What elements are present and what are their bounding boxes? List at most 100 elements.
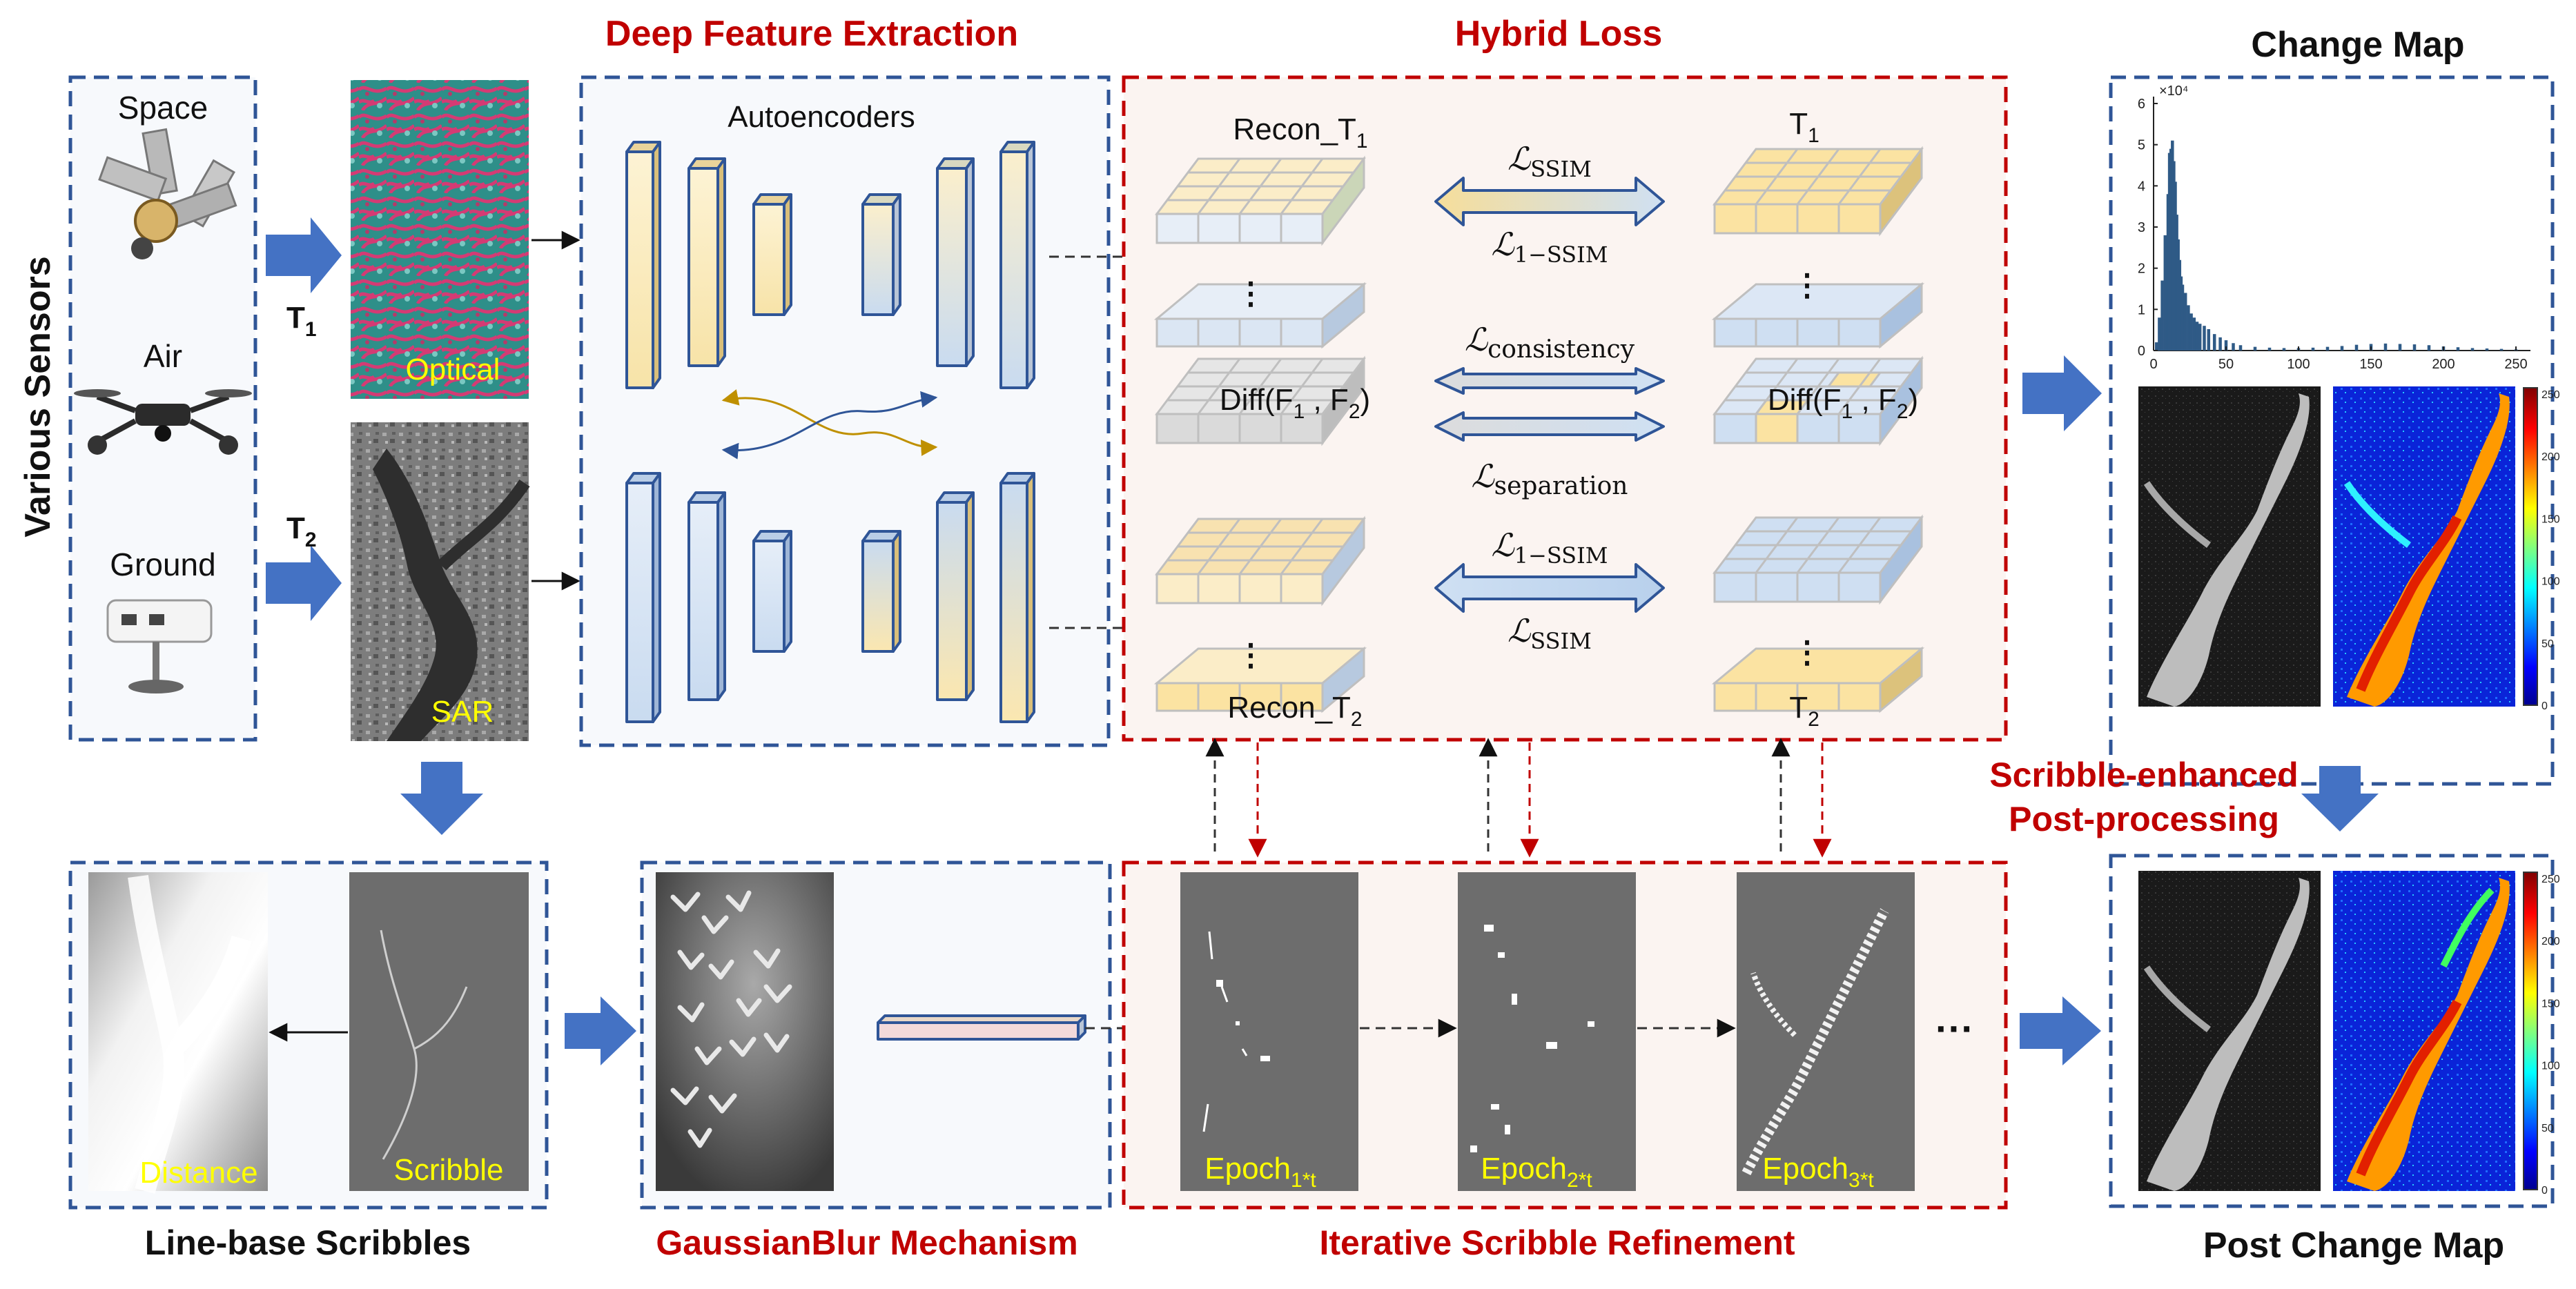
- colorbar-tick-label: 250: [2541, 389, 2560, 401]
- epoch-3-label: Epoch3*t: [1762, 1152, 1874, 1192]
- histogram-bar: [2427, 345, 2431, 351]
- consistency-arrow: [1434, 367, 1665, 395]
- loss-separation: ℒseparation: [1472, 457, 1628, 500]
- t1-label: T1: [1789, 107, 1819, 147]
- change-map-jet: [2333, 386, 2515, 707]
- colorbar-tick-label: 0: [2541, 700, 2548, 712]
- drone-icon: [74, 389, 252, 455]
- post-processing-label-2: Post-processing: [2009, 800, 2279, 838]
- histogram-y-ticks: 0 1 2 3 4 5 6: [2138, 97, 2158, 359]
- epoch-2-image: [1458, 872, 1636, 1191]
- title-line-base-scribbles: Line-base Scribbles: [145, 1223, 471, 1262]
- histogram-x-tick-label: 0: [2149, 357, 2157, 372]
- histogram-bar: [2311, 347, 2315, 351]
- colorbar-tick-label: 0: [2541, 1185, 2548, 1197]
- histogram-bar: [2203, 326, 2206, 351]
- histogram-bars: [2154, 140, 2518, 351]
- recon-t1-label: Recon_T1: [1233, 112, 1367, 152]
- autoencoder-top-layers: [625, 141, 1035, 389]
- arrow-post-processing: [2301, 766, 2379, 832]
- colorbar-tick-label: 150: [2541, 513, 2560, 525]
- sensor-space-label: Space: [118, 90, 208, 126]
- epoch-1-label: Epoch1*t: [1204, 1152, 1316, 1192]
- scribble-line: [380, 929, 468, 1160]
- diff-left-tensor: [1155, 355, 1366, 446]
- histogram-bar: [2267, 347, 2272, 351]
- histogram-x-tick-label: 200: [2432, 357, 2455, 372]
- histogram-x-ticks: 0 50 100 150 200 250: [2149, 346, 2528, 372]
- colorbar-tick-label: 50: [2541, 1123, 2554, 1134]
- optical-image: [351, 80, 529, 399]
- epoch-ellipsis: ···: [1935, 1007, 1974, 1050]
- histogram-y-tick-label: 1: [2138, 302, 2145, 317]
- arrow-sensor-t1: [266, 217, 342, 293]
- histogram-bar: [2189, 313, 2193, 351]
- histogram-bar: [2238, 345, 2243, 351]
- autoencoder-bottom-layers: [625, 472, 1035, 723]
- colorbar-top: [2523, 387, 2538, 706]
- recon-t1-tensor: ⋮: [1153, 155, 1367, 349]
- histogram-bar: [2218, 337, 2222, 351]
- optical-label: Optical: [406, 353, 500, 386]
- change-map-gray: [2138, 386, 2321, 707]
- arrow-sar-to-scribbles: [400, 762, 483, 835]
- colorbar-tick-label: 100: [2541, 1061, 2560, 1072]
- svg-text:⋮: ⋮: [1236, 277, 1266, 311]
- colorbar-tick-label: 200: [2541, 936, 2560, 947]
- ground-sensor-icon: [106, 599, 213, 693]
- histogram-bar: [2340, 346, 2344, 351]
- histogram-exponent: ×10⁴: [2159, 83, 2189, 99]
- diff-right-label: Diff(F1 , F2): [1768, 383, 1918, 423]
- histogram-bar: [2224, 340, 2228, 351]
- histogram-bar: [2354, 344, 2359, 351]
- epoch-1-image: [1180, 872, 1358, 1191]
- sar-image: [351, 422, 530, 741]
- svg-text:⋮: ⋮: [1792, 636, 1822, 669]
- satellite-icon: [98, 128, 237, 259]
- histogram-y-tick-label: 5: [2138, 138, 2145, 153]
- histogram-x-tick-label: 100: [2287, 357, 2310, 372]
- svg-text:⋮: ⋮: [1236, 638, 1266, 672]
- histogram-chart: ×10⁴ 0 1 2 3 4 5 6 0 50 100 150 200 250: [2138, 83, 2530, 372]
- histogram-bar: [2383, 343, 2388, 351]
- ssim-arrow-bottom: [1434, 563, 1665, 613]
- arrow-to-change-map: [2022, 355, 2102, 431]
- histogram-bar: [2163, 235, 2167, 351]
- histogram-bar: [2180, 284, 2185, 351]
- histogram-bar: [2187, 305, 2190, 351]
- post-change-map-gray: [2138, 871, 2321, 1191]
- colorbar-tick-label: 250: [2541, 874, 2560, 885]
- title-hybrid-loss: Hybrid Loss: [1455, 14, 1663, 54]
- sensor-ground-label: Ground: [110, 547, 215, 582]
- scribble-label: Scribble: [394, 1153, 504, 1187]
- ssim-arrow-top: [1434, 177, 1665, 226]
- histogram-y-tick-label: 6: [2138, 97, 2145, 112]
- histogram-bar: [2325, 346, 2330, 351]
- colorbar-tick-label: 200: [2541, 451, 2560, 463]
- histogram-bar: [2485, 348, 2489, 351]
- t2-tensor: ⋮: [1711, 514, 1925, 714]
- histogram-y-tick-label: 3: [2138, 220, 2145, 235]
- histogram-bar: [2158, 317, 2161, 351]
- title-post-change-map: Post Change Map: [2203, 1226, 2504, 1266]
- colorbar-tick-label: 50: [2541, 638, 2554, 650]
- histogram-bar: [2212, 334, 2216, 351]
- title-change-map: Change Map: [2251, 25, 2464, 65]
- distance-ridge: [128, 874, 252, 1194]
- svg-text:⋮: ⋮: [1792, 268, 1822, 302]
- title-iterative-refinement: Iterative Scribble Refinement: [1319, 1223, 1795, 1262]
- title-various-sensors: Various Sensors: [18, 256, 58, 538]
- recon-t2-label: Recon_T2: [1227, 691, 1362, 731]
- epoch-2-label: Epoch2*t: [1481, 1152, 1592, 1192]
- histogram-bar: [2154, 342, 2158, 351]
- title-gaussian-blur: GaussianBlur Mechanism: [656, 1223, 1077, 1262]
- histogram-bar: [2456, 347, 2460, 351]
- loss-1ssim-top: ℒ1−SSIM: [1492, 226, 1608, 268]
- t2-label: T2: [1789, 691, 1819, 731]
- histogram-bar: [2282, 348, 2286, 351]
- cross-arrow-blue: [721, 391, 938, 460]
- arrow-to-post-change-map: [2020, 996, 2101, 1065]
- gaussian-feature-bar: [877, 1014, 1086, 1041]
- histogram-bar: [2499, 348, 2504, 351]
